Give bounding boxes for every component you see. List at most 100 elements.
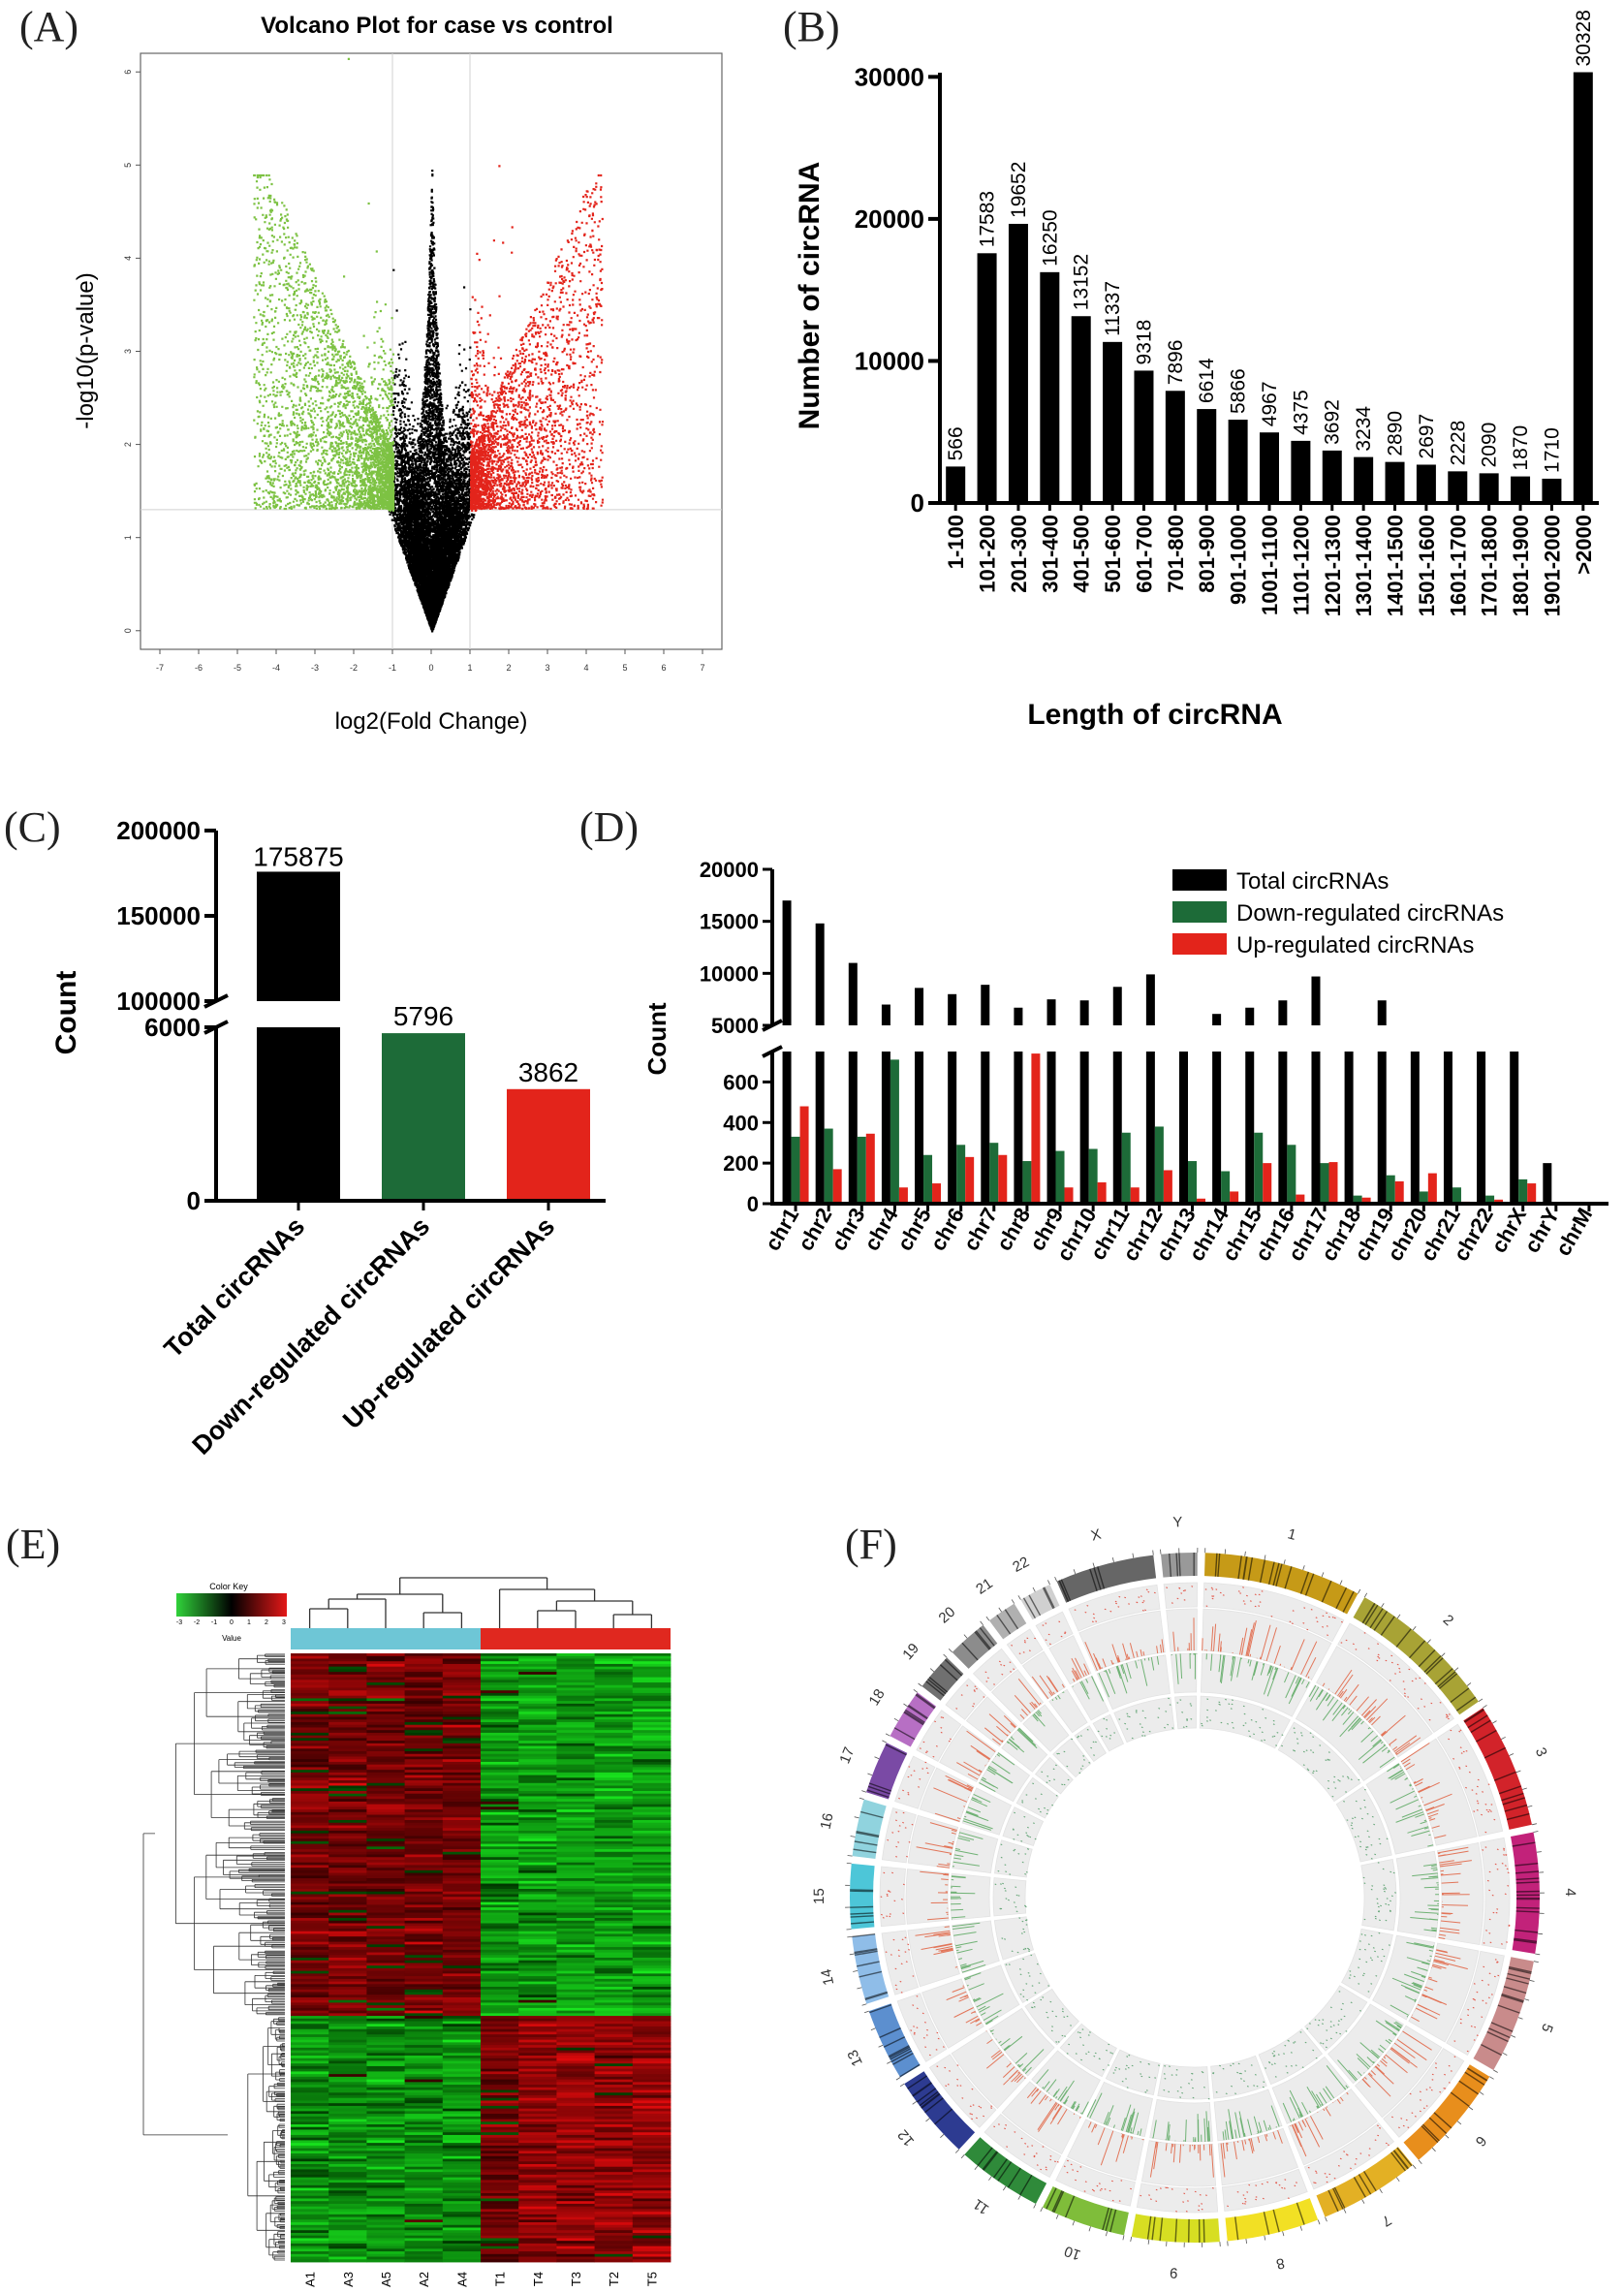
heatmap-cell [366,1822,405,1826]
volcano-y-tick-label: 5 [123,163,133,168]
length-value-label: 9318 [1133,320,1155,365]
heatmap-cell [481,2198,519,2202]
heatmap-cell [291,2187,329,2191]
heatmap-cell [481,2153,519,2157]
heatmap-cell [518,1661,557,1665]
heatmap-cell [404,1677,444,1680]
chromosome-bar [1031,1053,1041,1204]
heatmap-cell [366,2039,405,2043]
chromosome-bar [832,1169,842,1204]
heatmap-cell [291,1698,329,1702]
heatmap-cell [328,2253,367,2257]
heatmap-cell [556,1658,595,1662]
heatmap-cell [556,2174,595,2179]
heatmap-cell [366,2121,405,2125]
heatmap-cell [556,1973,595,1977]
heatmap-cell [291,2219,329,2223]
heatmap-cell [366,1933,405,1937]
heatmap-cell [632,1751,671,1755]
circos-track-background [1055,2157,1136,2207]
heatmap-cell [481,1814,519,1818]
heatmap-cell [291,1687,329,1691]
heatmap-cell [404,2026,444,2030]
heatmap-cell [481,1672,519,1676]
heatmap-cell [594,2087,634,2090]
heatmap-cell [442,2195,482,2199]
heatmap-cell [594,2116,634,2120]
chromosome-bar-upper [1212,1014,1222,1025]
heatmap-cell [518,2224,557,2228]
heatmap-cell [291,2002,329,2006]
heatmap-cell [481,2124,519,2128]
volcano-points [253,57,605,633]
ideogram-bands [893,1693,936,1741]
heatmap-cell [594,1713,634,1717]
heatmap-cell [366,2172,405,2176]
heatmap-cell [632,1761,671,1766]
heatmap-cell [366,2155,405,2159]
heatmap-cell [518,2169,557,2173]
heatmap-cell [518,1963,557,1966]
heatmap-cell [366,1730,405,1734]
heatmap-cell [518,1891,557,1895]
heatmap-cell [518,1875,557,1879]
count-y-tick-label: 0 [187,1186,201,1215]
heatmap-cell [291,1785,329,1789]
heatmap-cell [632,1809,671,1813]
heatmap-cell [481,1859,519,1864]
heatmap-cell [291,1875,329,1879]
length-y-label: Number of circRNA [794,162,826,430]
heatmap-cell [481,2158,519,2162]
heatmap-cell [291,1695,329,1699]
heatmap-cell [291,1684,329,1688]
heatmap-cell [328,1782,367,1786]
heatmap-cell [594,2253,634,2257]
heatmap-cell [632,2076,671,2080]
heatmap-cell [404,1859,444,1864]
heatmap-cell [328,1920,367,1924]
heatmap-cell [594,2259,634,2263]
heatmap-cell [594,2238,634,2242]
heatmap-cell [556,2212,595,2215]
length-category-label: 1501-1600 [1415,515,1439,616]
heatmap-cell [594,2140,634,2144]
heatmap-cell [404,1738,444,1742]
volcano-y-tick-label: 4 [123,256,133,261]
heatmap-cell [518,2034,557,2038]
heatmap-cell [366,1952,405,1956]
heatmap-cell [632,2143,671,2147]
heatmap-cell [632,2079,671,2083]
heatmap-cell [632,2230,671,2234]
heatmap-cell [632,1862,671,1866]
heatmap-cell [291,2050,329,2054]
heatmap-cell [328,2172,367,2176]
heatmap-cell [366,1958,405,1962]
heatmap-cell [442,1772,482,1775]
heatmap-cell [594,1796,634,1800]
color-key-tick-label: -1 [211,1619,217,1626]
heatmap-cell [366,2124,405,2128]
length-bar [1322,450,1342,503]
heatmap-cell [594,1724,634,1728]
heatmap-cell [328,2206,367,2210]
heatmap-cell [481,1970,519,1974]
heatmap-cell [291,1655,329,1659]
heatmap-cell [518,1732,557,1737]
chromosome-axes [762,869,1608,1211]
column-label: A2 [417,2272,431,2287]
chromosome-bar-lower [1179,1052,1188,1204]
heatmap-cell [556,1952,595,1956]
heatmap-cell [328,2132,367,2136]
heatmap-cell [291,2158,329,2162]
heatmap-cell [632,1793,671,1797]
heatmap-cell [291,2018,329,2022]
heatmap-cell [328,2007,367,2012]
heatmap-cell [556,1709,595,1712]
heatmap-cell [442,2060,482,2064]
heatmap-cell [594,1721,634,1726]
heatmap-cell [328,1713,367,1717]
panel-label-a: (A) [19,3,78,50]
heatmap-cell [632,2105,671,2110]
heatmap-cell [328,1868,367,1871]
heatmap-cell [442,2177,482,2181]
